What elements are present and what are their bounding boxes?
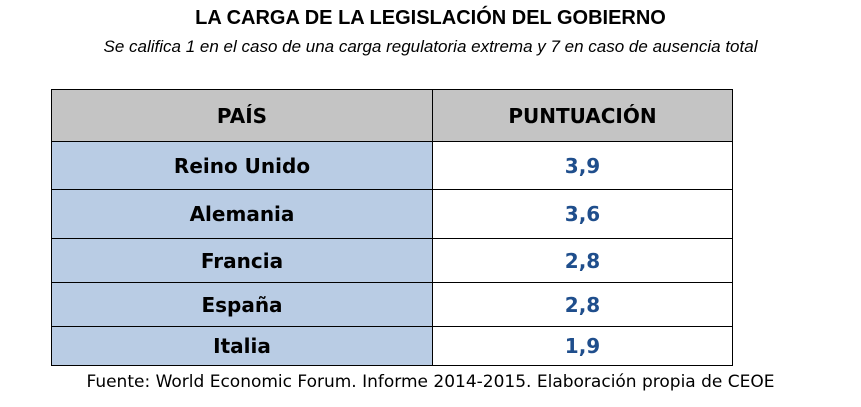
score-cell: 1,9 [432, 326, 733, 366]
score-cell: 3,9 [432, 141, 733, 190]
country-cell: Reino Unido [51, 141, 433, 190]
country-cell: España [51, 282, 433, 327]
table-header-row: PAÍS PUNTUACIÓN [51, 89, 733, 142]
header-score: PUNTUACIÓN [432, 89, 733, 142]
table-row: Francia 2,8 [51, 238, 733, 283]
score-cell: 3,6 [432, 189, 733, 239]
table-row: Alemania 3,6 [51, 189, 733, 239]
score-table: PAÍS PUNTUACIÓN Reino Unido 3,9 Alemania… [51, 89, 733, 366]
score-cell: 2,8 [432, 282, 733, 327]
country-cell: Francia [51, 238, 433, 283]
page-title: LA CARGA DE LA LEGISLACIÓN DEL GOBIERNO [195, 7, 666, 29]
source-note: Fuente: World Economic Forum. Informe 20… [86, 372, 775, 392]
table-row: España 2,8 [51, 282, 733, 327]
header-country: PAÍS [51, 89, 433, 142]
table-row: Italia 1,9 [51, 326, 733, 366]
country-cell: Italia [51, 326, 433, 366]
country-cell: Alemania [51, 189, 433, 239]
score-cell: 2,8 [432, 238, 733, 283]
table-row: Reino Unido 3,9 [51, 141, 733, 190]
page-subtitle: Se califica 1 en el caso de una carga re… [103, 37, 758, 56]
